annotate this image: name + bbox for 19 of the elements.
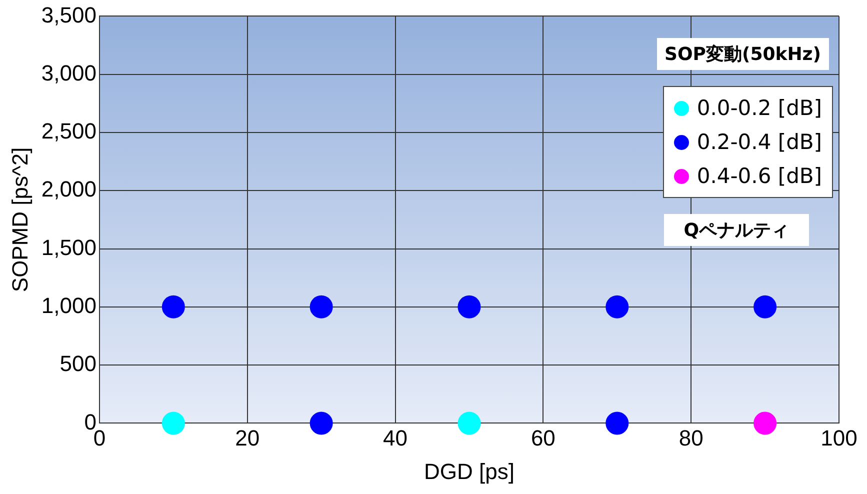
- x-tick-label: 40: [383, 425, 408, 450]
- legend-title: Qペナルティ: [664, 214, 809, 246]
- y-tick-label: 1,500: [41, 234, 96, 260]
- y-axis-title: SOPMD [ps^2]: [7, 147, 32, 292]
- x-tick-label: 100: [820, 425, 858, 450]
- legend-label: 0.2-0.4 [dB]: [696, 129, 822, 156]
- x-tick-label: 80: [678, 425, 704, 450]
- annotation: SOP変動(50kHz): [656, 38, 829, 70]
- y-tick-label: 3,000: [41, 60, 96, 86]
- x-tick-label: 60: [530, 425, 556, 450]
- y-tick-label: 1,000: [41, 292, 96, 318]
- x-axis-title: DGD [ps]: [424, 458, 514, 484]
- y-tick-label: 500: [60, 351, 96, 376]
- y-tick-label: 3,500: [41, 2, 96, 28]
- x-tick-label: 20: [235, 425, 260, 450]
- y-tick-label: 2,000: [41, 176, 96, 202]
- legend-label: 0.0-0.2 [dB]: [696, 95, 822, 122]
- y-tick-label: 2,500: [41, 118, 96, 144]
- legend-label: 0.4-0.6 [dB]: [696, 163, 822, 190]
